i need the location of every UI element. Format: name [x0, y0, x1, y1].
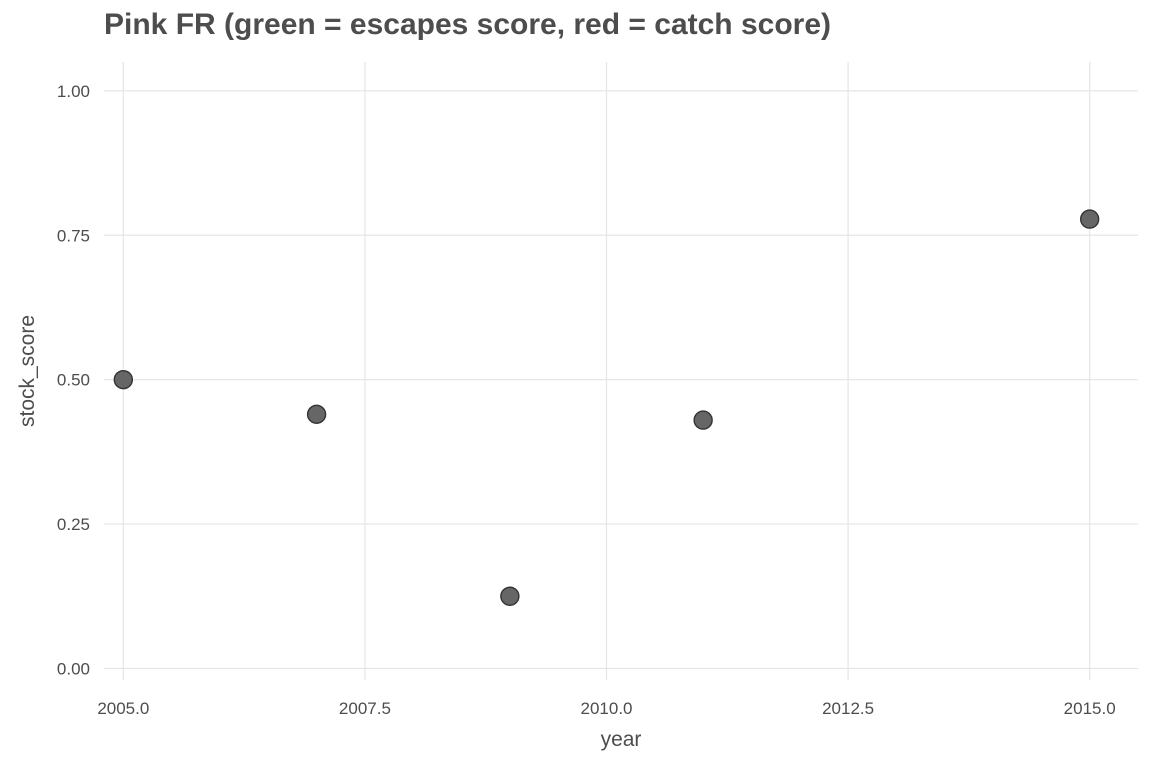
chart-title: Pink FR (green = escapes score, red = ca… — [104, 8, 832, 41]
data-points — [113, 209, 1100, 606]
x-tick-label: 2010.0 — [581, 699, 633, 718]
y-tick-label: 1.00 — [57, 82, 90, 101]
grid-lines — [104, 62, 1138, 680]
x-axis-title: year — [601, 728, 642, 751]
y-tick-label: 0.25 — [57, 515, 90, 534]
x-tick-label: 2012.5 — [822, 699, 874, 718]
data-point — [1079, 209, 1100, 229]
y-tick-label: 0.50 — [57, 371, 90, 390]
data-point — [500, 586, 520, 606]
x-tick-label: 2007.5 — [339, 699, 391, 718]
y-tick-label: 0.00 — [57, 659, 90, 678]
x-tick-label: 2005.0 — [97, 699, 149, 718]
y-tick-label: 0.75 — [57, 226, 90, 245]
y-axis-title: stock_score — [16, 315, 39, 427]
data-point — [306, 404, 327, 425]
data-point — [113, 369, 134, 390]
y-axis-ticks: 0.00 0.25 0.50 0.75 1.00 — [57, 82, 90, 679]
data-point — [693, 410, 713, 430]
x-tick-label: 2015.0 — [1064, 699, 1116, 718]
x-axis-ticks: 2005.0 2007.5 2010.0 2012.5 2015.0 — [97, 699, 1115, 718]
